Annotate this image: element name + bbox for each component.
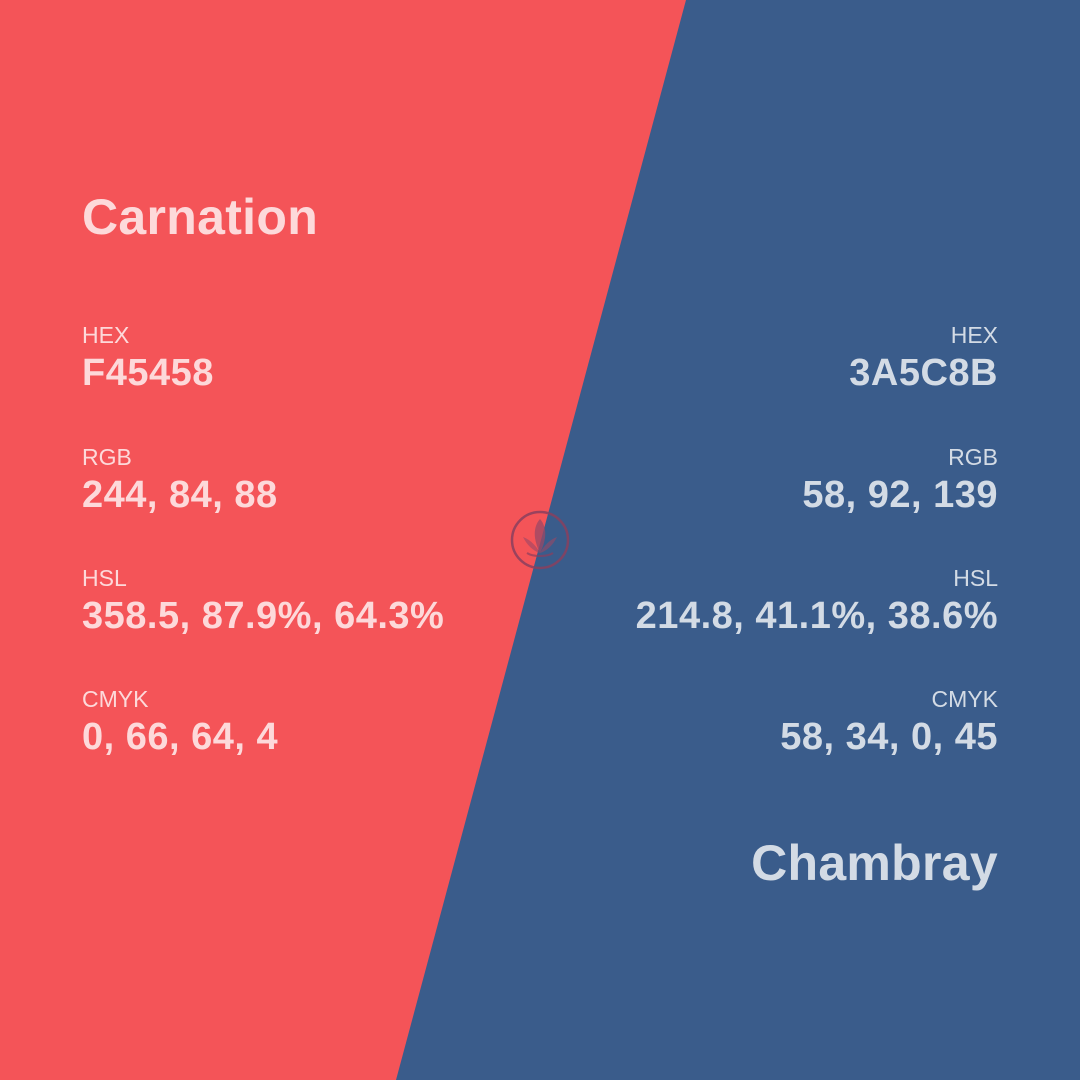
right-cmyk-label: CMYK xyxy=(931,686,998,712)
right-hex-label: HEX xyxy=(950,322,998,348)
left-hsl-value: 358.5, 87.9%, 64.3% xyxy=(82,595,445,637)
right-hex-value: 3A5C8B xyxy=(849,352,998,394)
left-rgb-label: RGB xyxy=(82,444,132,470)
right-cmyk-value: 58, 34, 0, 45 xyxy=(780,716,998,758)
left-hsl-label: HSL xyxy=(82,565,127,591)
right-rgb-label: RGB xyxy=(948,444,998,470)
left-hex-label: HEX xyxy=(82,322,130,348)
right-hsl-value: 214.8, 41.1%, 38.6% xyxy=(635,595,998,637)
right-hsl-label: HSL xyxy=(953,565,998,591)
left-cmyk-label: CMYK xyxy=(82,686,149,712)
left-cmyk-value: 0, 66, 64, 4 xyxy=(82,716,279,758)
right-rgb-value: 58, 92, 139 xyxy=(802,474,998,516)
left-rgb-value: 244, 84, 88 xyxy=(82,474,278,516)
chambray-panel xyxy=(396,0,1080,1080)
leaf-circle-icon xyxy=(510,510,570,570)
left-hex-value: F45458 xyxy=(82,352,214,394)
right-color-name: Chambray xyxy=(751,835,998,891)
left-color-name: Carnation xyxy=(82,189,319,245)
